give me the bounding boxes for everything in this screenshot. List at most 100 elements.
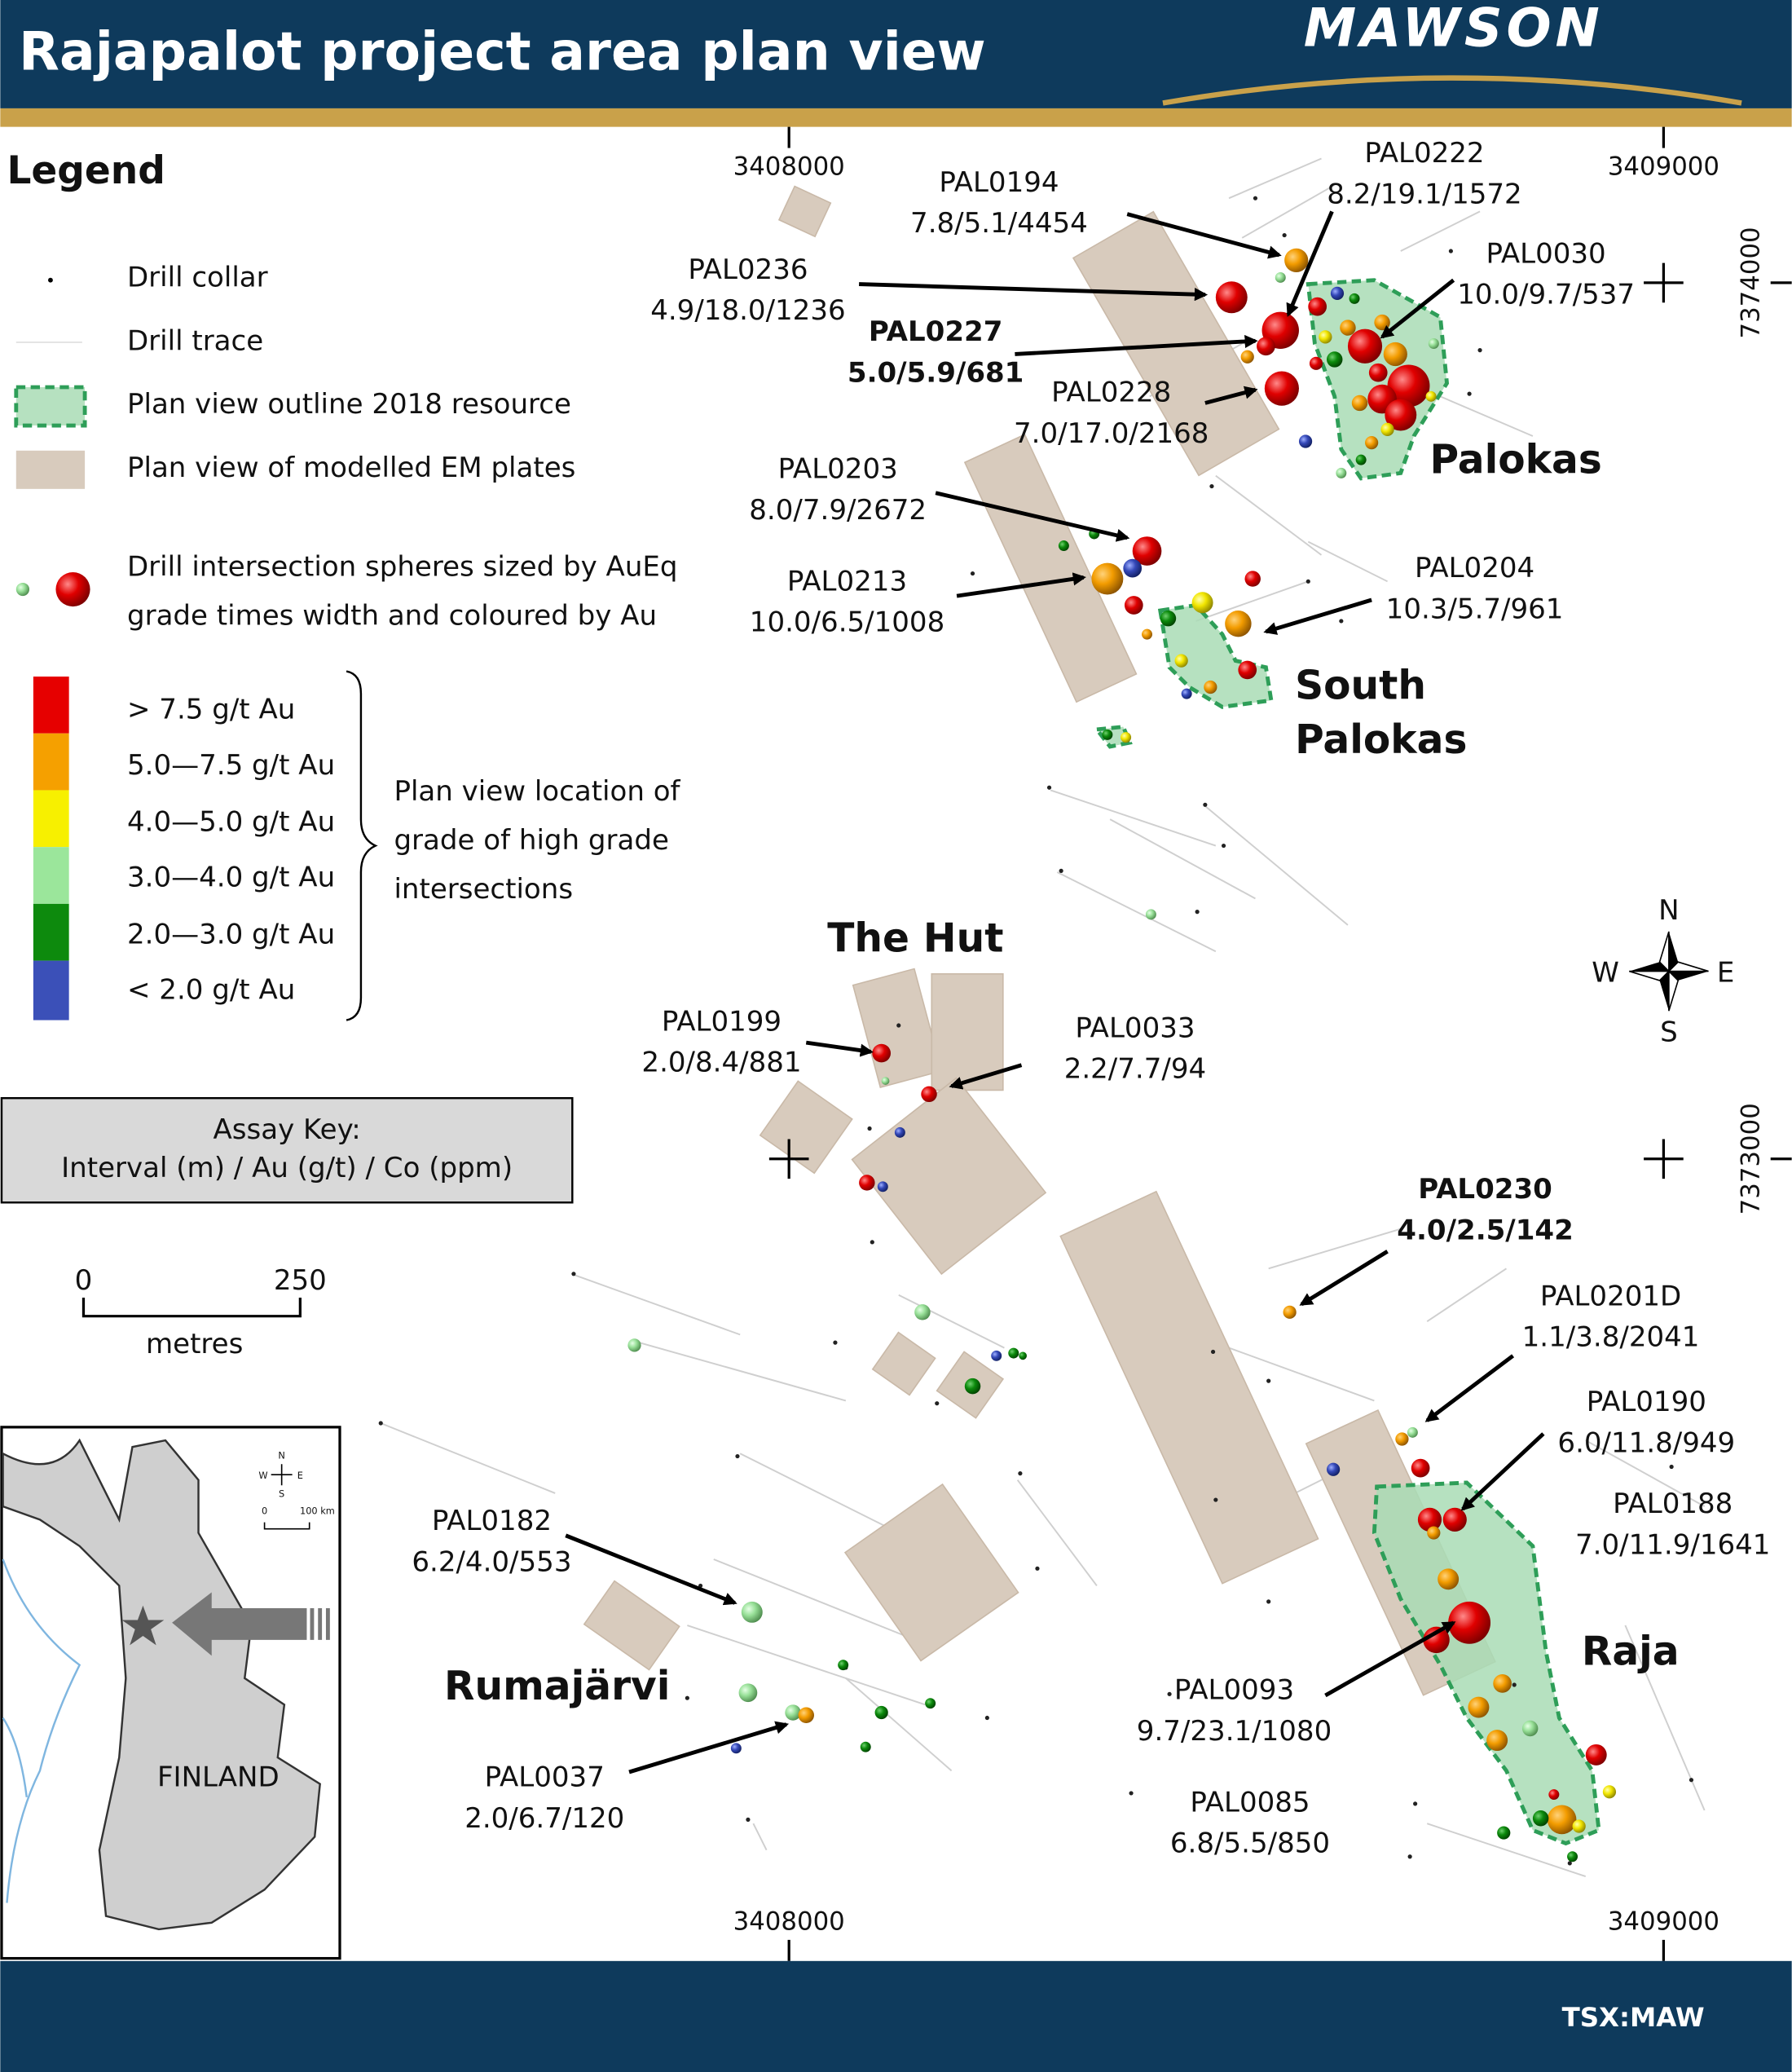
scale-bar	[81, 1297, 302, 1318]
grid-label: 7374000	[1737, 227, 1766, 338]
sphere	[991, 1350, 1002, 1361]
sphere	[1121, 732, 1132, 743]
sphere	[1365, 435, 1379, 450]
drill-traces	[380, 157, 1706, 1877]
sphere	[1142, 628, 1153, 640]
grade-label: 2.0—3.0 g/t Au	[127, 918, 335, 950]
sphere	[1548, 1789, 1560, 1801]
drill-trace	[634, 1340, 847, 1402]
scale-unit: metres	[146, 1328, 243, 1360]
inset-label: FINLAND	[157, 1761, 280, 1794]
grid-cross	[768, 262, 1684, 1179]
sphere	[838, 1660, 849, 1671]
scale-tick: 0	[75, 1264, 93, 1297]
inset-compass	[271, 1464, 293, 1486]
drill-collar	[970, 571, 975, 576]
hole-arrow	[935, 491, 1130, 542]
hole-name: PAL0037	[485, 1761, 605, 1794]
drill-collar	[1339, 619, 1344, 624]
hole-assay: 5.0/5.9/681	[848, 356, 1024, 389]
sphere	[1215, 281, 1248, 314]
em-plate	[851, 1077, 1047, 1276]
sphere	[1058, 540, 1069, 552]
sphere	[1275, 271, 1286, 283]
sphere	[859, 1175, 875, 1191]
drill-collar	[378, 1421, 383, 1426]
drill-collar	[1689, 1778, 1694, 1783]
drill-collar	[685, 1695, 689, 1700]
legend-plate	[15, 450, 86, 489]
hole-assay: 10.0/6.5/1008	[750, 606, 944, 639]
em-plate	[963, 433, 1138, 703]
hole-arrow	[1204, 386, 1258, 405]
drill-trace	[380, 1422, 556, 1494]
em-plate	[871, 1331, 936, 1396]
drill-trace	[1268, 1228, 1402, 1270]
sphere	[1521, 1720, 1539, 1737]
sphere	[1174, 654, 1188, 668]
assay-key-title: Assay Key:	[214, 1113, 361, 1146]
resource-outline	[1372, 1480, 1601, 1846]
page-title: Rajapalot project area plan view	[19, 22, 986, 83]
em-plate	[777, 185, 832, 238]
coastline	[2, 1558, 81, 1903]
sphere	[1264, 371, 1299, 406]
inset-compass-label: E	[297, 1470, 303, 1481]
hole-assay: 6.0/11.8/949	[1557, 1426, 1735, 1459]
drill-collar	[1305, 579, 1310, 584]
hole-assay: 10.3/5.7/961	[1386, 593, 1564, 625]
legend-item: Plan view outline 2018 resource	[127, 388, 571, 421]
sphere	[1191, 592, 1213, 614]
hole-name: PAL0093	[1174, 1674, 1294, 1707]
sphere	[881, 1077, 890, 1085]
grade-label: 4.0—5.0 g/t Au	[127, 805, 335, 838]
hole-assay: 7.0/11.9/1641	[1575, 1528, 1770, 1561]
sphere	[1102, 729, 1113, 740]
drill-collar	[735, 1453, 740, 1459]
drill-collar	[1669, 1464, 1674, 1470]
legend-note: grade times width and coloured by Au	[127, 600, 657, 633]
drill-collar	[1203, 802, 1208, 807]
sphere	[914, 1304, 931, 1320]
sphere	[1407, 1426, 1418, 1438]
inset-scale-label: 0	[262, 1506, 267, 1517]
sphere	[1374, 314, 1390, 331]
area-name: South	[1295, 663, 1426, 709]
area-name: Rumajärvi	[444, 1664, 670, 1709]
drill-trace	[713, 1558, 913, 1640]
sphere	[738, 1683, 758, 1703]
hole-name: PAL0227	[869, 315, 1003, 348]
em-plate	[843, 1483, 1019, 1662]
grade-label: < 2.0 g/t Au	[127, 973, 295, 1006]
sphere	[1380, 422, 1394, 436]
sphere	[1257, 337, 1275, 356]
hole-arrow	[1460, 1432, 1545, 1511]
drill-trace	[1204, 805, 1349, 926]
legend-resource	[14, 385, 87, 428]
drill-collar	[1448, 249, 1453, 253]
sphere	[1572, 1819, 1586, 1833]
sphere	[1395, 1432, 1409, 1446]
sphere	[1298, 434, 1313, 448]
hole-assay: 8.0/7.9/2672	[749, 494, 927, 527]
hole-name: PAL0204	[1415, 552, 1534, 584]
drill-collar	[1567, 1861, 1572, 1866]
grade-label: 3.0—4.0 g/t Au	[127, 862, 335, 894]
hole-name: PAL0213	[787, 565, 907, 597]
grid-label: 3408000	[733, 1907, 845, 1936]
legend-item: Plan view of modelled EM plates	[127, 452, 575, 484]
hole-assay: 4.0/2.5/142	[1397, 1214, 1573, 1246]
area-name: The Hut	[827, 915, 1003, 961]
hole-name: PAL0222	[1364, 137, 1484, 170]
hole-name: PAL0201D	[1540, 1280, 1681, 1312]
sphere	[627, 1338, 641, 1352]
inset-compass-label: W	[258, 1470, 267, 1481]
sphere	[1411, 1458, 1430, 1478]
sphere	[1602, 1785, 1617, 1799]
grade-swatch	[33, 960, 69, 1021]
drill-collar	[896, 1023, 901, 1028]
hole-arrow	[859, 282, 1209, 302]
sphere	[1532, 1810, 1549, 1827]
drill-trace	[1585, 1439, 1706, 1507]
bracket-note: Plan view location of	[394, 775, 680, 808]
